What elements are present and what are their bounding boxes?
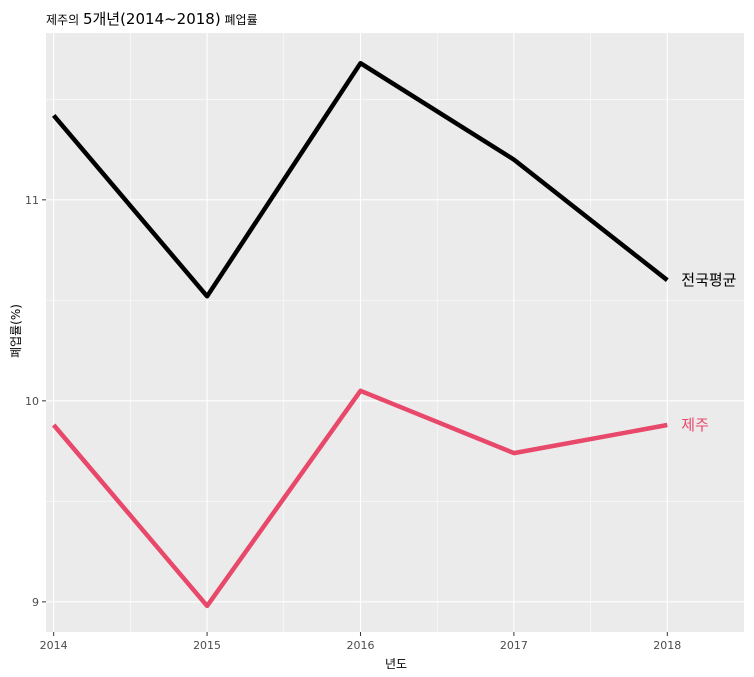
x-tick-label: 2014 <box>40 639 68 652</box>
x-axis-title: 년도 <box>385 657 407 671</box>
series-label-0: 전국평균 <box>681 271 736 289</box>
x-tick-label: 2015 <box>193 639 221 652</box>
x-tick-label: 2018 <box>653 639 681 652</box>
series-label-1: 제주 <box>681 416 709 434</box>
y-axis: 9 10 11 <box>25 194 46 609</box>
series-line-0 <box>51 60 669 299</box>
y-tick-label: 11 <box>25 194 39 207</box>
y-tick-label: 10 <box>25 395 39 408</box>
y-axis-title: 폐업률(%) <box>9 304 23 358</box>
series-lines <box>51 60 669 609</box>
x-axis: 2014 2015 2016 2017 2018 <box>40 632 681 652</box>
series-line-1 <box>51 388 668 609</box>
grid-minor <box>46 33 744 632</box>
chart-title: 제주의 5개년(2014~2018) 폐업률 <box>46 10 258 28</box>
grid-major <box>46 33 744 632</box>
plot-panel <box>46 33 744 632</box>
chart-title-main: 5개년(2014~2018) <box>83 10 221 28</box>
chart-title-suffix: 폐업률 <box>221 13 258 27</box>
x-tick-label: 2017 <box>500 639 528 652</box>
x-tick-label: 2016 <box>346 639 374 652</box>
chart-title-prefix: 제주의 <box>46 13 83 27</box>
y-tick-label: 9 <box>32 596 39 609</box>
